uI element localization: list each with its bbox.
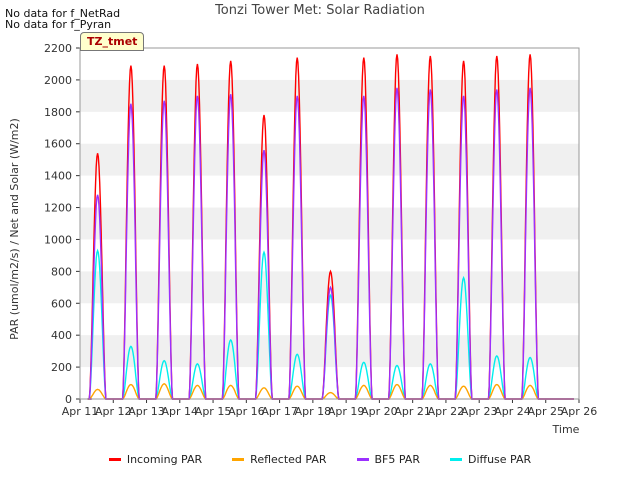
grid-bands <box>80 79 579 368</box>
legend-item-reflected-par: Reflected PAR <box>232 453 327 466</box>
x-axis-label: Time <box>552 423 580 436</box>
y-tick-label: 1800 <box>44 106 72 119</box>
y-axis-ticks: 0 200 400 600 800 1000 1200 1400 1600 1800 2000 220… <box>44 42 80 406</box>
legend-swatch <box>449 458 462 461</box>
x-tick-label: Apr 16 <box>228 405 265 418</box>
x-tick-label: Apr 11 <box>62 405 99 418</box>
y-tick-label: 2000 <box>44 74 72 87</box>
legend-swatch <box>356 458 369 461</box>
legend: Incoming PAR Reflected PAR BF5 PAR Diffu… <box>0 453 640 466</box>
legend-label: Incoming PAR <box>126 453 203 466</box>
series-line-reflected-par <box>87 383 574 400</box>
x-tick-label: Apr 25 <box>527 405 564 418</box>
legend-label: Diffuse PAR <box>467 453 532 466</box>
legend-swatch <box>108 458 121 461</box>
x-tick-label: Apr 23 <box>461 405 498 418</box>
x-tick-label: Apr 13 <box>128 405 165 418</box>
y-tick-label: 400 <box>51 329 72 342</box>
x-tick-label: Apr 26 <box>561 405 598 418</box>
y-axis-label: PAR (umol/m2/s) / Net and Solar (W/m2) <box>8 118 21 340</box>
chart-title: Tonzi Tower Met: Solar Radiation <box>215 3 425 18</box>
legend-item-bf5-par: BF5 PAR <box>356 453 420 466</box>
y-tick-label: 800 <box>51 265 72 278</box>
y-tick-label: 1400 <box>44 170 72 183</box>
y-tick-label: 1000 <box>44 233 72 246</box>
nodata-line-1: No data for f_NetRad <box>5 7 121 20</box>
legend-item-diffuse-par: Diffuse PAR <box>449 453 532 466</box>
y-tick-label: 600 <box>51 297 72 310</box>
x-tick-label: Apr 22 <box>428 405 465 418</box>
x-tick-label: Apr 12 <box>95 405 132 418</box>
x-tick-label: Apr 15 <box>195 405 232 418</box>
legend-item-incoming-par: Incoming PAR <box>108 453 203 466</box>
y-tick-label: 1600 <box>44 138 72 151</box>
x-tick-label: Apr 18 <box>295 405 332 418</box>
legend-label: BF5 PAR <box>374 453 420 466</box>
y-tick-label: 0 <box>65 393 72 406</box>
site-tag: TZ_tmet <box>80 32 145 51</box>
grid-band <box>80 143 579 176</box>
x-tick-label: Apr 20 <box>361 405 398 418</box>
legend-label: Reflected PAR <box>250 453 327 466</box>
grid-band <box>80 79 579 112</box>
grid-band <box>80 207 579 240</box>
x-tick-label: Apr 24 <box>494 405 531 418</box>
legend-swatch <box>232 458 245 461</box>
nodata-line-2: No data for f_Pyran <box>5 18 112 31</box>
plot-border <box>79 47 580 400</box>
y-tick-label: 200 <box>51 361 72 374</box>
x-tick-label: Apr 14 <box>162 405 199 418</box>
x-tick-label: Apr 21 <box>394 405 431 418</box>
x-tick-label: Apr 19 <box>328 405 365 418</box>
x-tick-label: Apr 17 <box>261 405 298 418</box>
y-tick-label: 2200 <box>44 42 72 55</box>
y-tick-label: 1200 <box>44 202 72 215</box>
